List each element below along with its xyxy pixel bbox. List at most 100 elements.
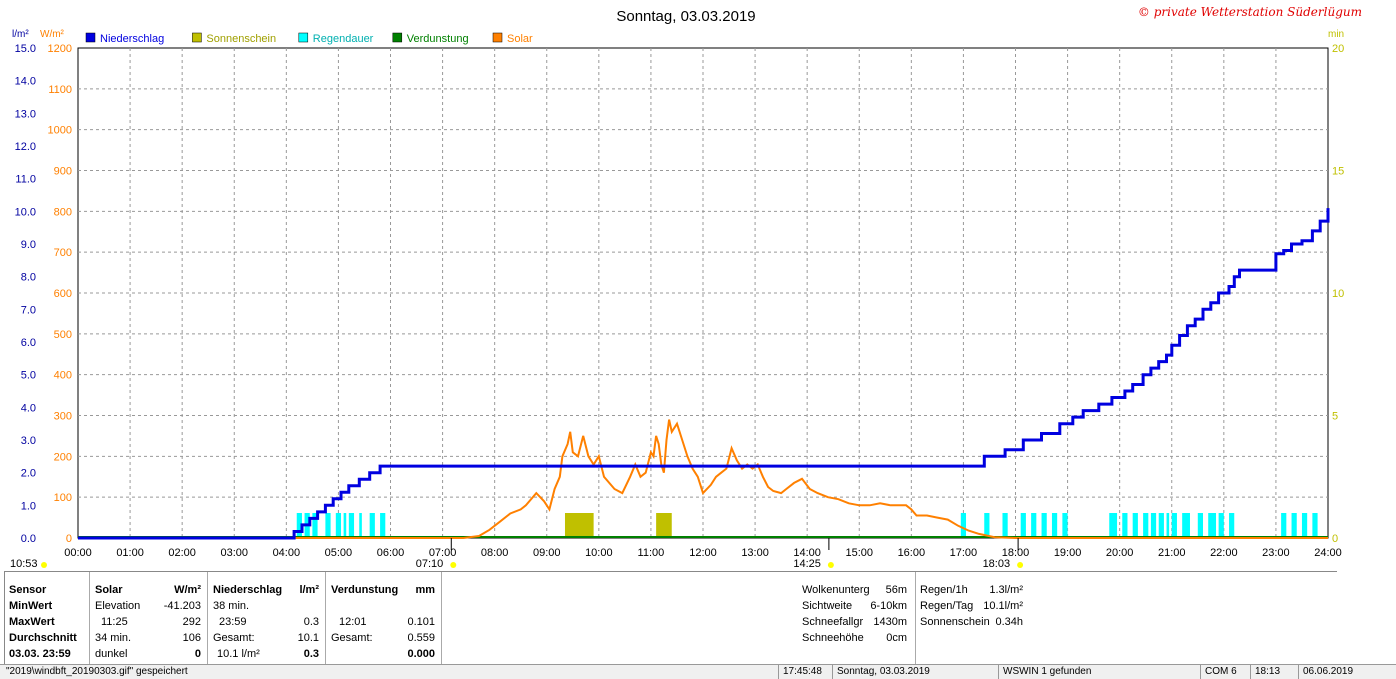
regendauer-bar-21 (1143, 513, 1149, 538)
regendauer-bar-29 (1218, 513, 1224, 538)
regendauer-bar-17 (1062, 513, 1068, 538)
tick-left1-10: 10.0 (15, 206, 36, 218)
regendauer-bar-18 (1109, 513, 1118, 538)
wolkenunterg-label: Wolkenunterg (802, 584, 870, 596)
marker-sun-2 (827, 562, 834, 568)
tick-left1-4: 4.0 (21, 402, 36, 414)
regendauer-bar-31 (1281, 513, 1287, 538)
tick-left2-3: 300 (54, 411, 72, 423)
regendauer-bar-9 (380, 513, 386, 538)
regendauer-bar-14 (1031, 513, 1037, 538)
regendauer-bar-34 (1312, 513, 1318, 538)
tick-left1-14: 14.0 (15, 76, 36, 88)
tick-x-16: 16:00 (898, 547, 926, 559)
weather-chart: Sonntag, 03.03.2019 © private Wetterstat… (10, 5, 1362, 570)
grid (78, 48, 1328, 538)
tick-x-24: 24:00 (1314, 547, 1342, 559)
solar-line (78, 419, 1328, 539)
tick-x-23: 23:00 (1262, 547, 1290, 559)
schneehoehe-label: Schneehöhe (802, 632, 864, 644)
niederschlag-total-value: 10.1 (297, 632, 319, 644)
niederschlag-line (78, 208, 1330, 540)
legend-label-3: Verdunstung (407, 33, 469, 45)
chart-title: Sonntag, 03.03.2019 (616, 8, 755, 25)
tick-x-5: 05:00 (325, 547, 353, 559)
tick-x-9: 09:00 (533, 547, 561, 559)
regendauer-bar-19 (1122, 513, 1128, 538)
legend-swatch-0 (85, 32, 96, 43)
solar-dark-label: dunkel (95, 648, 128, 660)
tick-left1-6: 6.0 (21, 337, 36, 349)
regendauer-bar-27 (1197, 513, 1203, 538)
tick-x-13: 13:00 (741, 547, 769, 559)
solar-max-time: 11:25 (101, 616, 128, 628)
status-time: 17:45:48 (778, 665, 835, 679)
bars (296, 513, 1318, 538)
regendauer-bar-32 (1291, 513, 1297, 538)
regendauer-bar-8 (369, 513, 375, 538)
tick-right-0: 0 (1332, 533, 1338, 545)
tick-left1-11: 11.0 (15, 174, 36, 186)
regendauer-bar-2 (312, 513, 318, 538)
tick-left2-8: 800 (54, 206, 72, 218)
solar-min-label: Elevation (95, 600, 141, 612)
regendauer-bar-20 (1132, 513, 1138, 538)
tick-x-0: 00:00 (64, 547, 92, 559)
legend-label-2: Regendauer (313, 33, 374, 45)
regendauer-bar-33 (1301, 513, 1308, 538)
marker-sun-0 (41, 562, 47, 568)
regen-tag-value: 10.1l/m² (983, 600, 1023, 612)
verdunstung-last-value: 0.000 (407, 648, 435, 660)
tick-left2-9: 900 (54, 166, 72, 178)
tick-left2-5: 500 (54, 329, 72, 341)
marker-label-3: 18:03 (983, 558, 1011, 570)
verdunstung-max-time: 12:01 (339, 616, 367, 628)
marker-label-2: 14:25 (793, 558, 821, 570)
schneefallgr-label: Schneefallgr (802, 616, 864, 628)
sonnenschein-value: 0.34h (995, 616, 1023, 628)
legend-swatch-2 (298, 32, 309, 43)
status-today: 06.06.2019 (1298, 665, 1396, 679)
regendauer-bar-10 (960, 513, 967, 538)
niederschlag-header: Niederschlag (213, 584, 283, 596)
schneehoehe-value: 0cm (886, 632, 907, 644)
status-file: "2019\windbft_20190303.gif" gespeichert (6, 666, 188, 677)
regendauer-bar-6 (348, 513, 355, 538)
maxwert-label: MaxWert (9, 616, 55, 628)
tick-x-6: 06:00 (377, 547, 405, 559)
tick-left2-10: 1000 (48, 125, 72, 137)
axis-unit-right: min (1328, 29, 1344, 40)
legend-swatch-1 (192, 32, 202, 43)
tick-left1-8: 8.0 (21, 272, 36, 284)
tick-left1-3: 3.0 (21, 435, 36, 447)
niederschlag-total-label: Gesamt: (213, 632, 255, 644)
tick-x-17: 17:00 (950, 547, 978, 559)
tick-x-4: 04:00 (273, 547, 301, 559)
tick-x-10: 10:00 (585, 547, 613, 559)
sonnenschein-bar-1 (656, 513, 672, 538)
tick-x-1: 01:00 (116, 547, 144, 559)
niederschlag-last-label: 10.1 l/m² (217, 648, 260, 660)
niederschlag-max-time: 23:59 (219, 616, 247, 628)
regendauer-bar-15 (1041, 513, 1047, 538)
marker-sun-1 (450, 562, 457, 568)
status-com: COM 6 (1200, 665, 1249, 679)
tick-right-1: 5 (1332, 411, 1338, 423)
tick-left1-1: 1.0 (21, 500, 36, 512)
sichtweite-label: Sichtweite (802, 600, 853, 612)
niederschlag-max-value: 0.3 (303, 616, 319, 628)
solar-avg-value: 106 (182, 632, 201, 644)
date-label: 03.03. 23:59 (9, 648, 71, 660)
tick-x-22: 22:00 (1210, 547, 1238, 559)
tick-left1-2: 2.0 (21, 468, 36, 480)
tick-left2-2: 200 (54, 451, 72, 463)
solar-unit: W/m² (174, 584, 201, 596)
tick-left2-11: 1100 (48, 84, 72, 96)
niederschlag-unit: l/m² (299, 584, 319, 596)
regendauer-bar-5 (343, 513, 347, 538)
legend-swatch-4 (492, 32, 503, 43)
legend-label-0: Niederschlag (100, 33, 164, 45)
tick-x-12: 12:00 (689, 547, 717, 559)
tick-left1-7: 7.0 (21, 304, 36, 316)
tick-left2-4: 400 (54, 370, 72, 382)
